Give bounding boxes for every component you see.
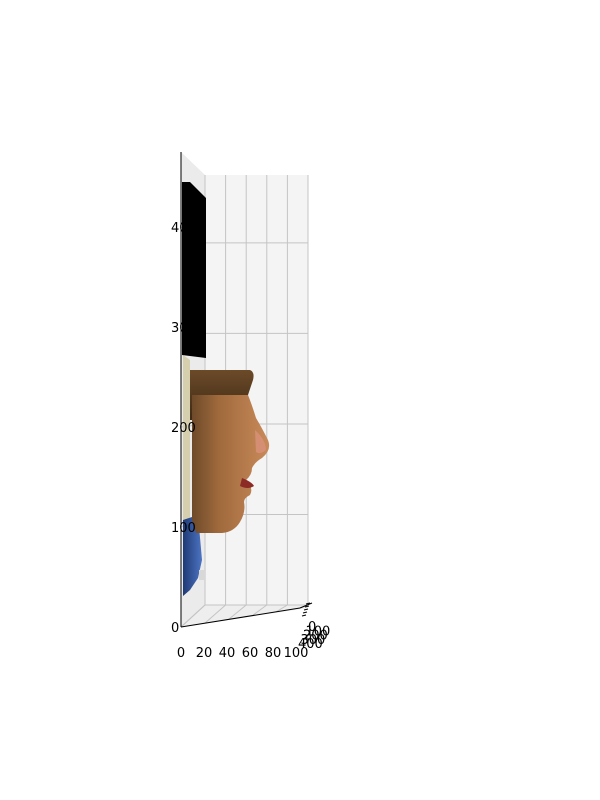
face-surface	[182, 182, 270, 596]
grid-line-floor	[275, 604, 288, 613]
x-tick-label: 0	[177, 646, 185, 661]
z-tick-label: 300	[171, 321, 196, 336]
y-axis-line	[299, 602, 313, 609]
y-tick-mark	[301, 614, 307, 617]
grid-line-floor	[228, 604, 247, 620]
dark-top-region	[182, 182, 206, 358]
x-axis-ticks: 0 20 40 60 80 100	[177, 646, 309, 661]
x-tick-label: 80	[265, 646, 282, 661]
z-tick-label: 0	[171, 621, 179, 636]
y-tick-label: 200	[303, 629, 328, 644]
z-tick-label: 200	[171, 421, 196, 436]
z-tick-label: 100	[171, 521, 196, 536]
y-tick-mark	[302, 611, 308, 614]
z-axis-ticks: 0 100 200 300 400	[171, 221, 196, 636]
x-tick-label: 20	[196, 646, 213, 661]
grid-line-floor	[180, 604, 206, 628]
y-tick-mark	[304, 605, 310, 608]
grid-line-floor	[252, 604, 268, 617]
x-axis-line	[180, 607, 301, 628]
z-tick-label: 400	[171, 221, 196, 236]
y-tick-mark	[303, 608, 309, 611]
y-tick-label: 0	[308, 620, 316, 635]
grid-line-floor	[204, 604, 226, 624]
y-tick-label: 400	[298, 637, 323, 652]
x-tick-label: 40	[219, 646, 236, 661]
axes-lines	[180, 152, 313, 628]
nose-highlight	[255, 430, 266, 454]
face-profile	[192, 395, 270, 533]
x-tick-label: 60	[242, 646, 259, 661]
y-tick-label: 300	[301, 633, 326, 648]
shirt-region	[183, 515, 202, 596]
shirt-button	[199, 570, 204, 580]
y-tick-label: 100	[306, 624, 331, 639]
lips	[240, 478, 254, 488]
x-tick-label: 100	[284, 646, 309, 661]
y-tick-mark	[305, 602, 311, 605]
